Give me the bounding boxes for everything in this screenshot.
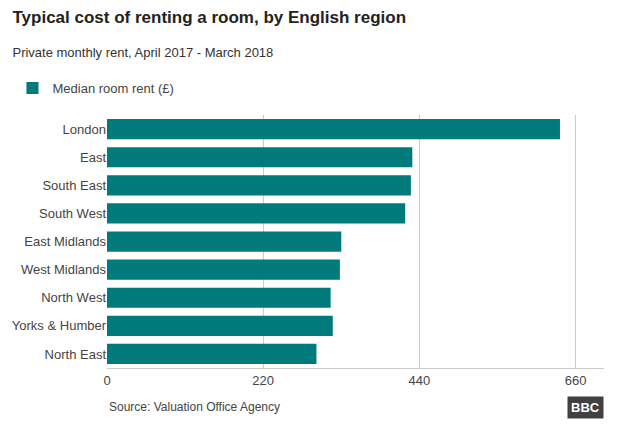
svg-text:Private monthly rent, April 20: Private monthly rent, April 2017 - March… <box>12 45 273 60</box>
svg-text:0: 0 <box>103 373 110 388</box>
svg-text:Source: Valuation Office Agenc: Source: Valuation Office Agency <box>109 400 280 414</box>
svg-text:Typical cost of renting a room: Typical cost of renting a room, by Engli… <box>12 8 406 27</box>
svg-text:220: 220 <box>252 373 274 388</box>
svg-text:Yorks & Humber: Yorks & Humber <box>12 318 107 333</box>
svg-text:East: East <box>80 150 106 165</box>
svg-text:Median room rent (£): Median room rent (£) <box>52 81 173 96</box>
svg-text:BBC: BBC <box>571 400 600 415</box>
svg-text:London: London <box>63 122 106 137</box>
svg-text:North West: North West <box>41 290 106 305</box>
svg-text:North East: North East <box>45 347 107 362</box>
svg-text:660: 660 <box>565 373 587 388</box>
svg-text:440: 440 <box>409 373 431 388</box>
svg-text:East Midlands: East Midlands <box>24 234 106 249</box>
svg-text:West Midlands: West Midlands <box>21 262 107 277</box>
svg-text:South West: South West <box>39 206 106 221</box>
svg-text:South East: South East <box>42 178 106 193</box>
